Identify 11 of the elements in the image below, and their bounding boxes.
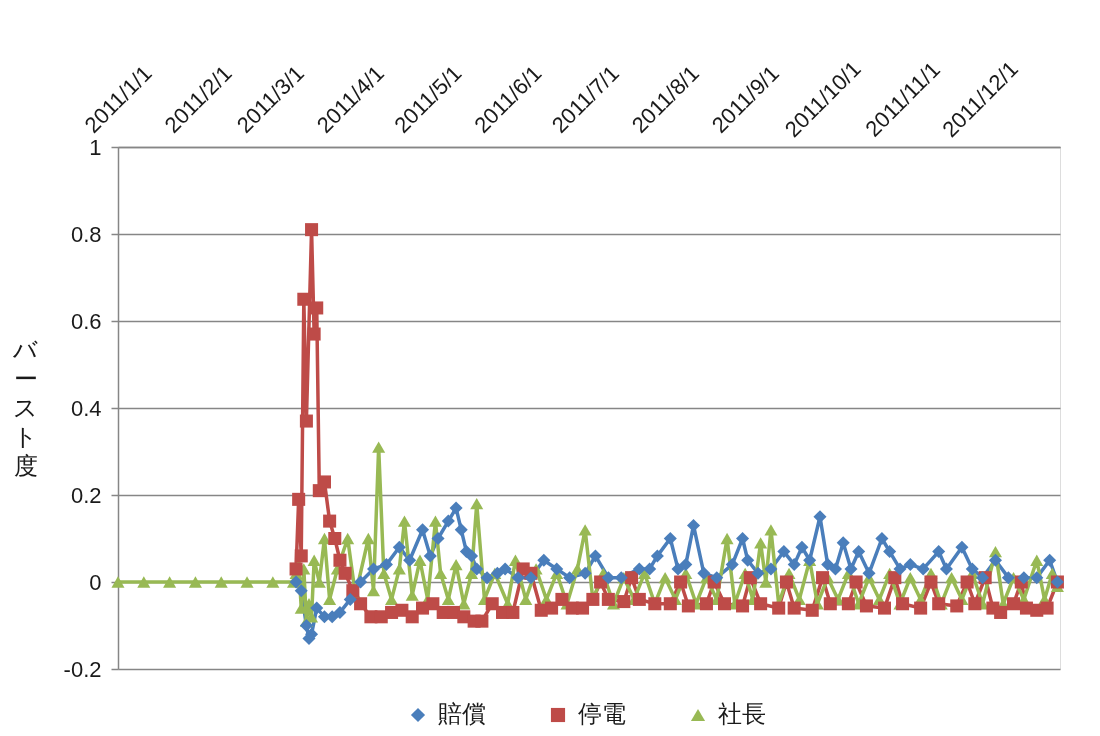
y-axis-title: バースト度 (12, 335, 38, 479)
y-tick-label: 0.4 (70, 395, 102, 421)
y-tick-label: 0.6 (70, 308, 102, 334)
y-tick-label: -0.2 (63, 656, 102, 682)
y-tick-label: 1 (89, 134, 102, 160)
legend-label: 賠償 (438, 700, 486, 727)
legend-label: 停電 (578, 700, 626, 727)
y-tick-label: 0.2 (70, 482, 102, 508)
y-tick-label: 0 (89, 569, 102, 595)
y-tick-label: 0.8 (70, 221, 102, 247)
legend-label: 社長 (718, 700, 766, 727)
